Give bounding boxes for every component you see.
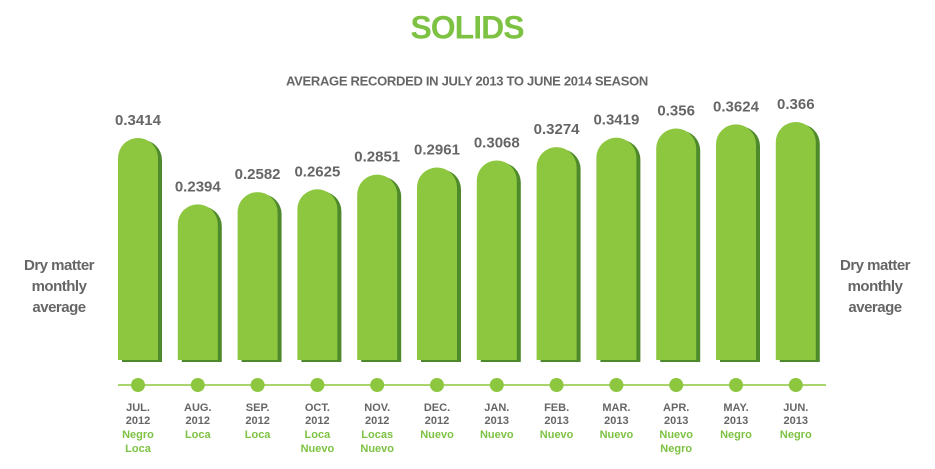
value-label: 0.2851 [354, 149, 400, 166]
timeline-dot [131, 378, 145, 392]
x-tick-year: 2012 [305, 415, 329, 427]
x-tick-label: SEP. [246, 402, 270, 414]
x-tick-year: 2013 [604, 415, 628, 427]
variety-label: Loca [245, 429, 272, 441]
timeline-dot [370, 378, 385, 392]
x-tick-year: 2012 [186, 415, 210, 427]
value-label: 0.3274 [534, 121, 581, 138]
x-tick-year: 2012 [245, 415, 269, 427]
value-label: 0.3414 [115, 112, 162, 129]
bar [417, 167, 457, 360]
x-tick-year: 2013 [724, 415, 748, 427]
bar [118, 137, 158, 360]
variety-label: Locas [361, 429, 393, 441]
variety-label: Negro [720, 429, 752, 441]
variety-label: Negro [660, 443, 692, 455]
value-label: 0.2625 [294, 163, 340, 180]
chart-title: SOLIDS [410, 9, 524, 45]
axis-label-left: Dry matter monthly average [23, 257, 95, 316]
value-label: 0.3419 [593, 112, 639, 129]
timeline-dot [788, 378, 803, 392]
bar [596, 137, 637, 360]
chart-subtitle: AVERAGE RECORDED IN JULY 2013 TO JUNE 20… [286, 73, 648, 88]
x-tick-year: 2012 [365, 415, 389, 427]
x-tick-label: DEC. [424, 402, 450, 414]
x-tick-label: MAR. [602, 402, 630, 414]
x-tick-label: AUG. [184, 402, 212, 414]
value-label: 0.356 [657, 102, 695, 119]
timeline-dot [190, 378, 205, 392]
x-tick-label: NOV. [364, 402, 390, 414]
x-tick-year: 2012 [126, 415, 150, 427]
timeline-dot [609, 378, 624, 392]
bar [237, 192, 278, 360]
bar [775, 122, 816, 360]
value-label: 0.3624 [713, 98, 760, 115]
variety-label: Nuevo [659, 429, 693, 441]
bar [177, 204, 218, 360]
timeline-dot [549, 378, 564, 392]
value-label: 0.2961 [414, 141, 460, 158]
variety-label: Negro [780, 429, 812, 441]
timeline-dot [669, 378, 684, 392]
x-tick-label: FEB. [544, 402, 569, 414]
value-label: 0.3068 [474, 134, 520, 151]
x-tick-year: 2013 [784, 415, 808, 427]
variety-label: Loca [305, 429, 332, 441]
value-label: 0.2394 [175, 178, 222, 195]
timeline-dot [310, 378, 325, 392]
variety-label: Nuevo [480, 429, 514, 441]
value-label: 0.2582 [235, 166, 281, 183]
x-tick-label: JUN. [783, 402, 808, 414]
value-label: 0.366 [777, 96, 815, 113]
axis-label-right: Dry matter monthly average [839, 257, 911, 316]
x-tick-label: OCT. [305, 402, 330, 414]
variety-label: Loca [185, 429, 212, 441]
bar [476, 160, 517, 360]
x-tick-year: 2012 [425, 415, 449, 427]
variety-label: Nuevo [301, 443, 335, 455]
x-tick-label: JAN. [484, 402, 509, 414]
x-tick-year: 2013 [485, 415, 509, 427]
variety-label: Nuevo [420, 429, 454, 441]
bar [357, 174, 398, 360]
timeline-dot [250, 378, 265, 392]
timeline-dot [729, 378, 743, 392]
x-tick-year: 2013 [664, 415, 688, 427]
bar [297, 189, 338, 360]
variety-label: Negro [122, 429, 154, 441]
variety-label: Nuevo [540, 429, 574, 441]
variety-label: Loca [125, 443, 152, 455]
bar [656, 128, 697, 360]
bar [536, 147, 577, 360]
bar [716, 124, 756, 360]
x-tick-label: JUL. [126, 402, 150, 414]
x-tick-label: APR. [663, 402, 689, 414]
timeline-dot [430, 378, 444, 392]
variety-label: Nuevo [360, 443, 394, 455]
timeline-dot [489, 378, 504, 392]
variety-label: Nuevo [600, 429, 634, 441]
x-tick-label: MAY. [723, 402, 748, 414]
x-tick-year: 2013 [544, 415, 568, 427]
